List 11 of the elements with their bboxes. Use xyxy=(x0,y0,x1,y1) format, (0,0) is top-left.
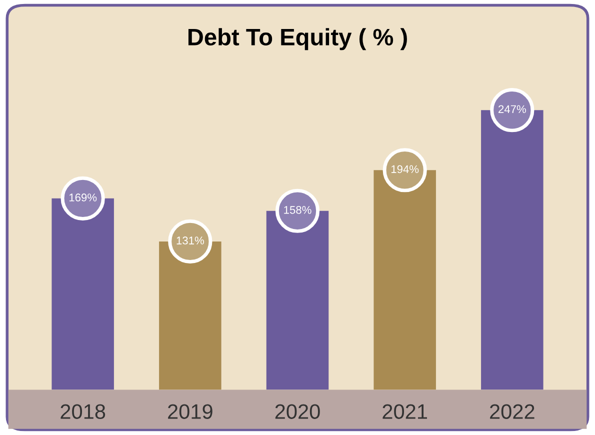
x-tick-label: 2021 xyxy=(382,404,427,419)
x-tick-label: 2022 xyxy=(490,404,534,419)
chart-title: Debt To Equity ( % ) xyxy=(188,28,407,50)
x-tick-label: 2020 xyxy=(275,404,320,419)
data-label: 131% xyxy=(176,236,204,244)
data-label: 194% xyxy=(391,165,419,174)
x-tick-label: 2018 xyxy=(60,404,106,419)
data-label: 247% xyxy=(498,105,526,114)
x-tick-label: 2019 xyxy=(168,404,212,419)
data-label: 169% xyxy=(69,194,97,202)
data-label: 158% xyxy=(284,206,312,214)
